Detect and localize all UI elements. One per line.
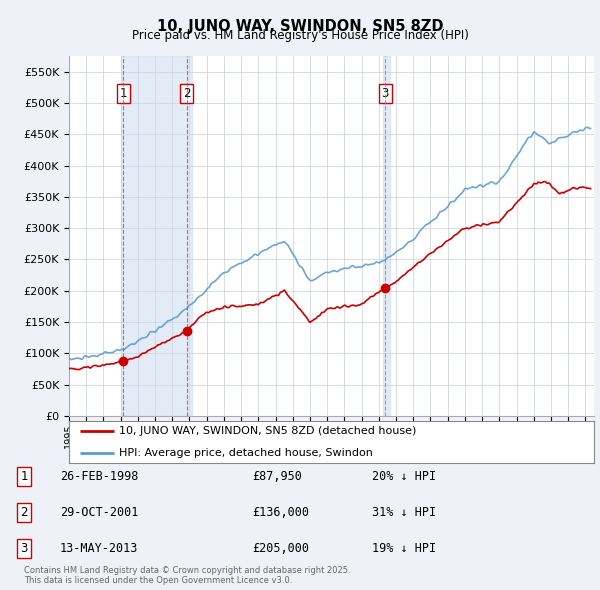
Text: £205,000: £205,000 (252, 542, 309, 555)
Text: 31% ↓ HPI: 31% ↓ HPI (372, 506, 436, 519)
Bar (121, 56, 192, 416)
Text: 1: 1 (20, 470, 28, 483)
Text: 3: 3 (20, 542, 28, 555)
Text: 29-OCT-2001: 29-OCT-2001 (60, 506, 139, 519)
Text: 2: 2 (183, 87, 190, 100)
Text: 2: 2 (20, 506, 28, 519)
Text: 1: 1 (119, 87, 127, 100)
Text: 26-FEB-1998: 26-FEB-1998 (60, 470, 139, 483)
Text: £87,950: £87,950 (252, 470, 302, 483)
Text: 20% ↓ HPI: 20% ↓ HPI (372, 470, 436, 483)
Text: HPI: Average price, detached house, Swindon: HPI: Average price, detached house, Swin… (119, 448, 373, 457)
Text: 10, JUNO WAY, SWINDON, SN5 8ZD: 10, JUNO WAY, SWINDON, SN5 8ZD (157, 19, 443, 34)
Text: 10, JUNO WAY, SWINDON, SN5 8ZD (detached house): 10, JUNO WAY, SWINDON, SN5 8ZD (detached… (119, 427, 416, 436)
Text: 13-MAY-2013: 13-MAY-2013 (60, 542, 139, 555)
Text: Contains HM Land Registry data © Crown copyright and database right 2025.
This d: Contains HM Land Registry data © Crown c… (24, 566, 350, 585)
Text: £136,000: £136,000 (252, 506, 309, 519)
Bar (383, 56, 391, 416)
Text: 19% ↓ HPI: 19% ↓ HPI (372, 542, 436, 555)
Text: 3: 3 (382, 87, 389, 100)
Text: Price paid vs. HM Land Registry's House Price Index (HPI): Price paid vs. HM Land Registry's House … (131, 30, 469, 42)
